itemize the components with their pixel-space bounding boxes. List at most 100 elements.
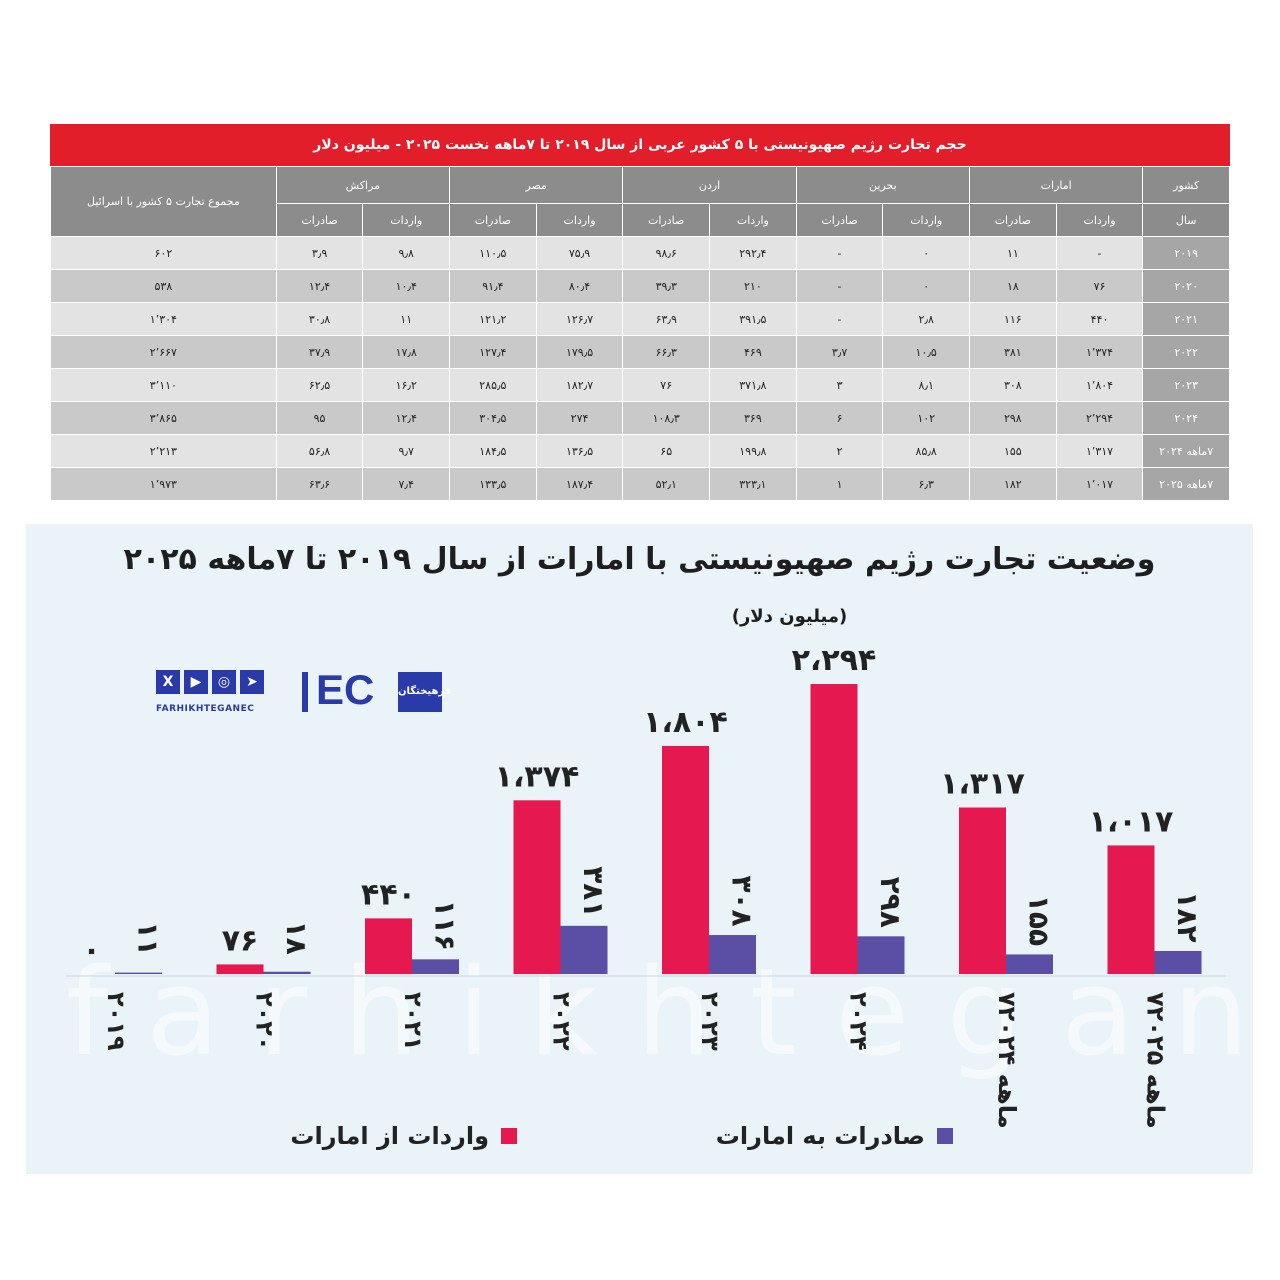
- value-cell: ۴۶۹: [709, 335, 797, 369]
- value-cell: ۱۹۹٫۸: [709, 434, 797, 468]
- value-cell: ۴۴۰: [1055, 302, 1144, 336]
- exports-header: صادرات: [449, 203, 537, 237]
- value-cell: ۷۶: [622, 368, 711, 402]
- value-cell: ۲۷۴: [535, 401, 624, 435]
- x-tick-label: ۲۰۲۱: [399, 992, 427, 1051]
- value-cell: ۸٫۱: [882, 368, 971, 402]
- brand-square: فرهیختگان: [398, 672, 451, 712]
- value-cell: ۱۰٫۵: [882, 335, 971, 369]
- year-cell: ۲۰۲۳: [1142, 368, 1230, 402]
- exports-header: صادرات: [622, 203, 711, 237]
- value-cell: ۳٫۷: [795, 335, 884, 369]
- youtube-icon[interactable]: ▶: [184, 670, 208, 694]
- country-header: کشور: [1142, 166, 1230, 204]
- data-label-imports: ۲،۲۹۴: [792, 643, 877, 678]
- value-cell: ۱۱۰٫۵: [449, 236, 537, 270]
- bar-exports: [115, 972, 162, 974]
- year-cell: ۲۰۲۱: [1142, 302, 1230, 336]
- legend-label-imports: واردات از امارات: [290, 1122, 489, 1150]
- x-tick-label: ۲۰۲۲: [548, 992, 576, 1051]
- table-row: ۲۰۲۴ ۲٬۲۹۴ ۲۹۸ ۱۰۲ ۶ ۳۶۹ ۱۰۸٫۳ ۲۷۴ ۳۰۴٫۵ ۱۲٫۴ ۹۵ ۳٬…: [50, 401, 1230, 435]
- bar-imports: [365, 918, 412, 974]
- telegram-icon[interactable]: ➤: [240, 670, 264, 694]
- imports-header: واردات: [882, 203, 971, 237]
- value-cell: -: [795, 236, 884, 270]
- value-cell: ۷۵٫۹: [535, 236, 624, 270]
- bar-imports: [1107, 845, 1155, 974]
- year-cell: ۲۰۲۰: [1142, 269, 1230, 303]
- value-cell: ۱۷٫۸: [362, 335, 451, 369]
- chart-panel: farhikhtegan ۰ ۱۱ ۲۰۱۹ ۷۶ ۱۸ ۲۰۲۰ ۴۴۰ ۱۱۶ ۲۰۲۱ ۱،…: [26, 524, 1253, 1174]
- bar-exports: [1154, 950, 1202, 974]
- data-label-exports: ۱۸۲: [1171, 891, 1204, 942]
- year-cell: ۷ماهه ۲۰۲۴: [1142, 434, 1230, 468]
- data-label-imports: ۱،۳۱۷: [940, 767, 1025, 802]
- data-label-imports: ۱،۰۱۷: [1089, 804, 1174, 839]
- imports-header: واردات: [709, 203, 797, 237]
- bar-imports: [513, 800, 561, 974]
- value-cell: ۱۰۸٫۳: [622, 401, 711, 435]
- value-cell: ۱۲٫۴: [275, 269, 364, 303]
- value-cell: -: [1055, 236, 1144, 270]
- x-tick-label: ۲۰۲۰: [251, 992, 279, 1051]
- value-cell: ۱٬۰۱۷: [1055, 467, 1144, 501]
- value-cell: ۱۳۳٫۵: [449, 467, 537, 501]
- year-cell: ۲۰۲۴: [1142, 401, 1230, 435]
- data-label-imports: ۷۶: [222, 923, 259, 958]
- data-label-exports: ۳۸۱: [577, 866, 610, 917]
- country-header-uae: امارات: [969, 166, 1144, 204]
- total-cell: ۲٬۲۱۳: [50, 434, 277, 468]
- value-cell: ۱۸۲: [969, 467, 1057, 501]
- value-cell: ۳۷۱٫۸: [709, 368, 797, 402]
- bar-exports: [709, 935, 756, 974]
- country-header-jordan: اردن: [622, 166, 797, 204]
- value-cell: ۷۶: [1055, 269, 1144, 303]
- x-tick-label: ۷ماهه ۲۰۲۴: [993, 992, 1021, 1129]
- value-cell: ۶۵: [622, 434, 711, 468]
- bar-imports: [959, 807, 1006, 974]
- value-cell: ۱۲۷٫۴: [449, 335, 537, 369]
- brand-logo: EC فرهیختگان: [302, 666, 451, 716]
- instagram-icon[interactable]: ◎: [212, 670, 236, 694]
- bar-exports: [263, 971, 311, 974]
- bar-exports: [412, 959, 459, 974]
- value-cell: ۳۰۸: [969, 368, 1057, 402]
- value-cell: ۱۸۷٫۴: [535, 467, 624, 501]
- value-cell: -: [795, 269, 884, 303]
- value-cell: ۶۳٫۹: [622, 302, 711, 336]
- legend-item-imports: واردات از امارات: [290, 1122, 517, 1150]
- value-cell: ۱٬۳۷۴: [1055, 335, 1144, 369]
- value-cell: ۱۷۹٫۵: [535, 335, 624, 369]
- value-cell: ۸۰٫۴: [535, 269, 624, 303]
- value-cell: ۶: [795, 401, 884, 435]
- value-cell: ۹۵: [275, 401, 364, 435]
- exports-header: صادرات: [795, 203, 884, 237]
- chart-unit-label: (میلیون دلار): [731, 606, 848, 627]
- value-cell: ۱: [795, 467, 884, 501]
- value-cell: ۱۰٫۴: [362, 269, 451, 303]
- x-icon[interactable]: X: [156, 670, 180, 694]
- value-cell: ۲۹۲٫۴: [709, 236, 797, 270]
- total-cell: ۶۰۲: [50, 236, 277, 270]
- bar-imports: [216, 964, 264, 974]
- value-cell: ۳٫۹: [275, 236, 364, 270]
- value-cell: ۱۲۶٫۷: [535, 302, 624, 336]
- country-header-morocco: مراکش: [275, 166, 451, 204]
- value-cell: ۱۲٫۴: [362, 401, 451, 435]
- value-cell: -: [795, 302, 884, 336]
- value-cell: ۸۵٫۸: [882, 434, 971, 468]
- year-cell: ۲۰۲۲: [1142, 335, 1230, 369]
- exports-header: صادرات: [275, 203, 364, 237]
- bar-imports: [810, 684, 858, 974]
- data-label-imports: ۱،۳۷۴: [495, 759, 580, 794]
- trade-table-panel: حجم تجارت رژیم صهیونیستی با ۵ کشور عربی …: [50, 124, 1230, 501]
- value-cell: ۰: [882, 236, 971, 270]
- chart-title: وضعیت تجارت رژیم صهیونیستی با امارات از …: [123, 542, 1156, 577]
- country-header-bahrain: بحرین: [795, 166, 971, 204]
- value-cell: ۱۱: [969, 236, 1057, 270]
- brand-text: EC: [316, 666, 375, 713]
- legend-swatch-imports: [501, 1128, 517, 1144]
- value-cell: ۲۹۸: [969, 401, 1057, 435]
- data-label-imports: ۰: [82, 933, 100, 968]
